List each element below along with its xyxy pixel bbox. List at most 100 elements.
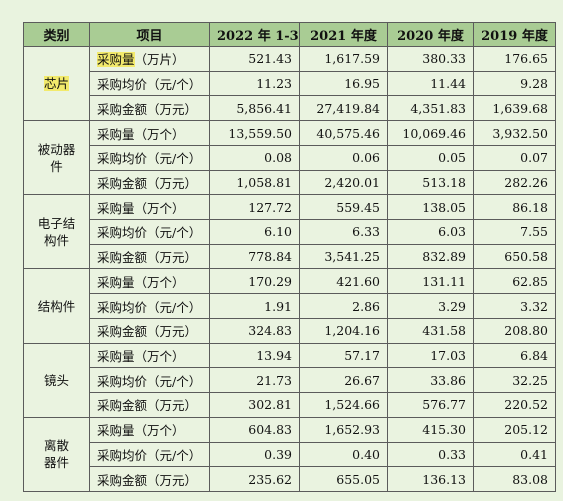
item-label: 采购量 <box>97 52 135 68</box>
item-label: 采购金额（万元） <box>97 472 198 488</box>
value-cell: 11.23 <box>209 70 300 97</box>
table-row: 芯片 采购量（万片） 521.43 1,617.59 380.33 176.65 <box>23 45 556 122</box>
item-cell: 采购量（万个） <box>89 342 210 369</box>
table-row: 采购金额（万元） 5,856.41 27,419.84 4,351.83 1,639.6… <box>24 95 556 122</box>
item-cell: 采购量（万片） <box>89 46 210 72</box>
value-cell: 21.73 <box>209 367 300 394</box>
value-cell: 17.03 <box>387 342 474 369</box>
header-row: 类别 项目 2022 年 1-3 月 2021 年度 2020 年度 2019 … <box>23 22 556 47</box>
table-row: 采购均价（元/个） 1.91 2.86 3.29 3.32 <box>24 293 556 319</box>
item-label: 采购量（万个） <box>97 348 185 364</box>
value-cell: 4,351.83 <box>387 95 474 122</box>
value-cell: 3.29 <box>387 293 474 319</box>
value-cell: 9.28 <box>473 70 556 97</box>
value-cell: 521.43 <box>209 46 300 72</box>
table-row: 镜头 采购量（万个） 13.94 57.17 17.03 6.84 <box>23 342 556 418</box>
value-cell: 131.11 <box>387 268 474 295</box>
value-cell: 0.40 <box>299 441 388 468</box>
value-cell: 380.33 <box>387 46 474 72</box>
value-cell: 2.86 <box>299 293 388 319</box>
item-cell: 采购金额（万元） <box>89 466 210 492</box>
item-label: 采购均价（元/个） <box>97 373 202 389</box>
item-cell: 采购金额（万元） <box>89 169 210 196</box>
value-cell: 7.55 <box>473 219 556 245</box>
value-cell: 13.94 <box>209 342 300 369</box>
header-category: 类别 <box>23 22 90 47</box>
value-cell: 5,856.41 <box>209 95 300 122</box>
value-cell: 1,652.93 <box>299 416 388 443</box>
item-cell: 采购量（万个） <box>89 268 210 295</box>
value-cell: 62.85 <box>473 268 556 295</box>
item-label: 采购均价（元/个） <box>97 299 202 315</box>
value-cell: 282.26 <box>473 169 556 196</box>
value-cell: 6.03 <box>387 219 474 245</box>
value-cell: 220.52 <box>473 392 556 418</box>
value-cell: 0.33 <box>387 441 474 468</box>
value-cell: 3,932.50 <box>473 120 556 146</box>
value-cell: 27,419.84 <box>299 95 388 122</box>
value-cell: 0.08 <box>209 144 300 171</box>
value-cell: 205.12 <box>473 416 556 443</box>
value-cell: 2,420.01 <box>299 169 388 196</box>
value-cell: 6.33 <box>299 219 388 245</box>
item-label: 采购均价（元/个） <box>97 151 202 167</box>
category-label: 离散 器件 <box>43 438 69 471</box>
value-cell: 40,575.46 <box>299 120 388 146</box>
value-cell: 421.60 <box>299 268 388 295</box>
item-cell: 采购量（万个） <box>89 416 210 443</box>
table-row: 采购金额（万元） 302.81 1,524.66 576.77 220.52 <box>24 392 556 418</box>
category-cell: 镜头 <box>23 342 90 418</box>
category-cell: 结构件 <box>23 268 90 344</box>
value-cell: 0.41 <box>473 441 556 468</box>
value-cell: 576.77 <box>387 392 474 418</box>
value-cell: 1,524.66 <box>299 392 388 418</box>
item-label: 采购金额（万元） <box>97 250 198 266</box>
item-label: 采购金额（万元） <box>97 101 198 117</box>
value-cell: 16.95 <box>299 70 388 97</box>
category-label: 电子结 构件 <box>37 215 76 248</box>
item-label: 采购金额（万元） <box>97 324 198 340</box>
table-row: 采购金额（万元） 1,058.81 2,420.01 513.18 282.26 <box>24 169 556 196</box>
header-item: 项目 <box>89 22 210 47</box>
item-label: 采购量（万个） <box>97 126 185 142</box>
item-cell: 采购均价（元/个） <box>89 219 210 245</box>
value-cell: 650.58 <box>473 243 556 270</box>
table-row: 采购均价（元/个） 11.23 16.95 11.44 9.28 <box>24 70 556 97</box>
item-cell: 采购金额（万元） <box>89 243 210 270</box>
item-cell: 采购量（万个） <box>89 194 210 221</box>
table-row: 采购均价（元/个） 6.10 6.33 6.03 7.55 <box>24 219 556 245</box>
item-label: 采购均价（元/个） <box>97 225 202 241</box>
value-cell: 13,559.50 <box>209 120 300 146</box>
value-cell: 1.91 <box>209 293 300 319</box>
category-label: 芯片 <box>43 76 69 92</box>
value-cell: 170.29 <box>209 268 300 295</box>
value-cell: 6.84 <box>473 342 556 369</box>
item-label: 采购量（万个） <box>97 423 185 439</box>
value-cell: 655.05 <box>299 466 388 492</box>
value-cell: 33.86 <box>387 367 474 394</box>
table-row: 离散 器件 采购量（万个） 604.83 1,652.93 415.30 205.12 <box>23 416 556 493</box>
category-cell: 被动器件 <box>23 120 90 196</box>
item-label: 采购金额（万元） <box>97 398 198 414</box>
value-cell: 0.06 <box>299 144 388 171</box>
category-label: 被动器件 <box>37 141 76 174</box>
value-cell: 138.05 <box>387 194 474 221</box>
item-label: 采购量（万个） <box>97 274 185 290</box>
table-row: 采购均价（元/个） 21.73 26.67 33.86 32.25 <box>24 367 556 394</box>
value-cell: 778.84 <box>209 243 300 270</box>
value-cell: 1,204.16 <box>299 317 388 344</box>
value-cell: 3,541.25 <box>299 243 388 270</box>
item-cell: 采购金额（万元） <box>89 95 210 122</box>
value-cell: 431.58 <box>387 317 474 344</box>
value-cell: 6.10 <box>209 219 300 245</box>
category-label: 结构件 <box>37 298 76 314</box>
item-label: 采购均价（元/个） <box>97 77 202 93</box>
category-cell: 离散 器件 <box>23 416 90 493</box>
table-row: 电子结 构件 采购量（万个） 127.72 559.45 138.05 86.18 <box>23 194 556 270</box>
value-cell: 86.18 <box>473 194 556 221</box>
value-cell: 83.08 <box>473 466 556 492</box>
table-row: 采购金额（万元） 324.83 1,204.16 431.58 208.80 <box>24 317 556 344</box>
item-cell: 采购均价（元/个） <box>89 70 210 97</box>
value-cell: 1,058.81 <box>209 169 300 196</box>
category-label: 镜头 <box>43 372 69 388</box>
